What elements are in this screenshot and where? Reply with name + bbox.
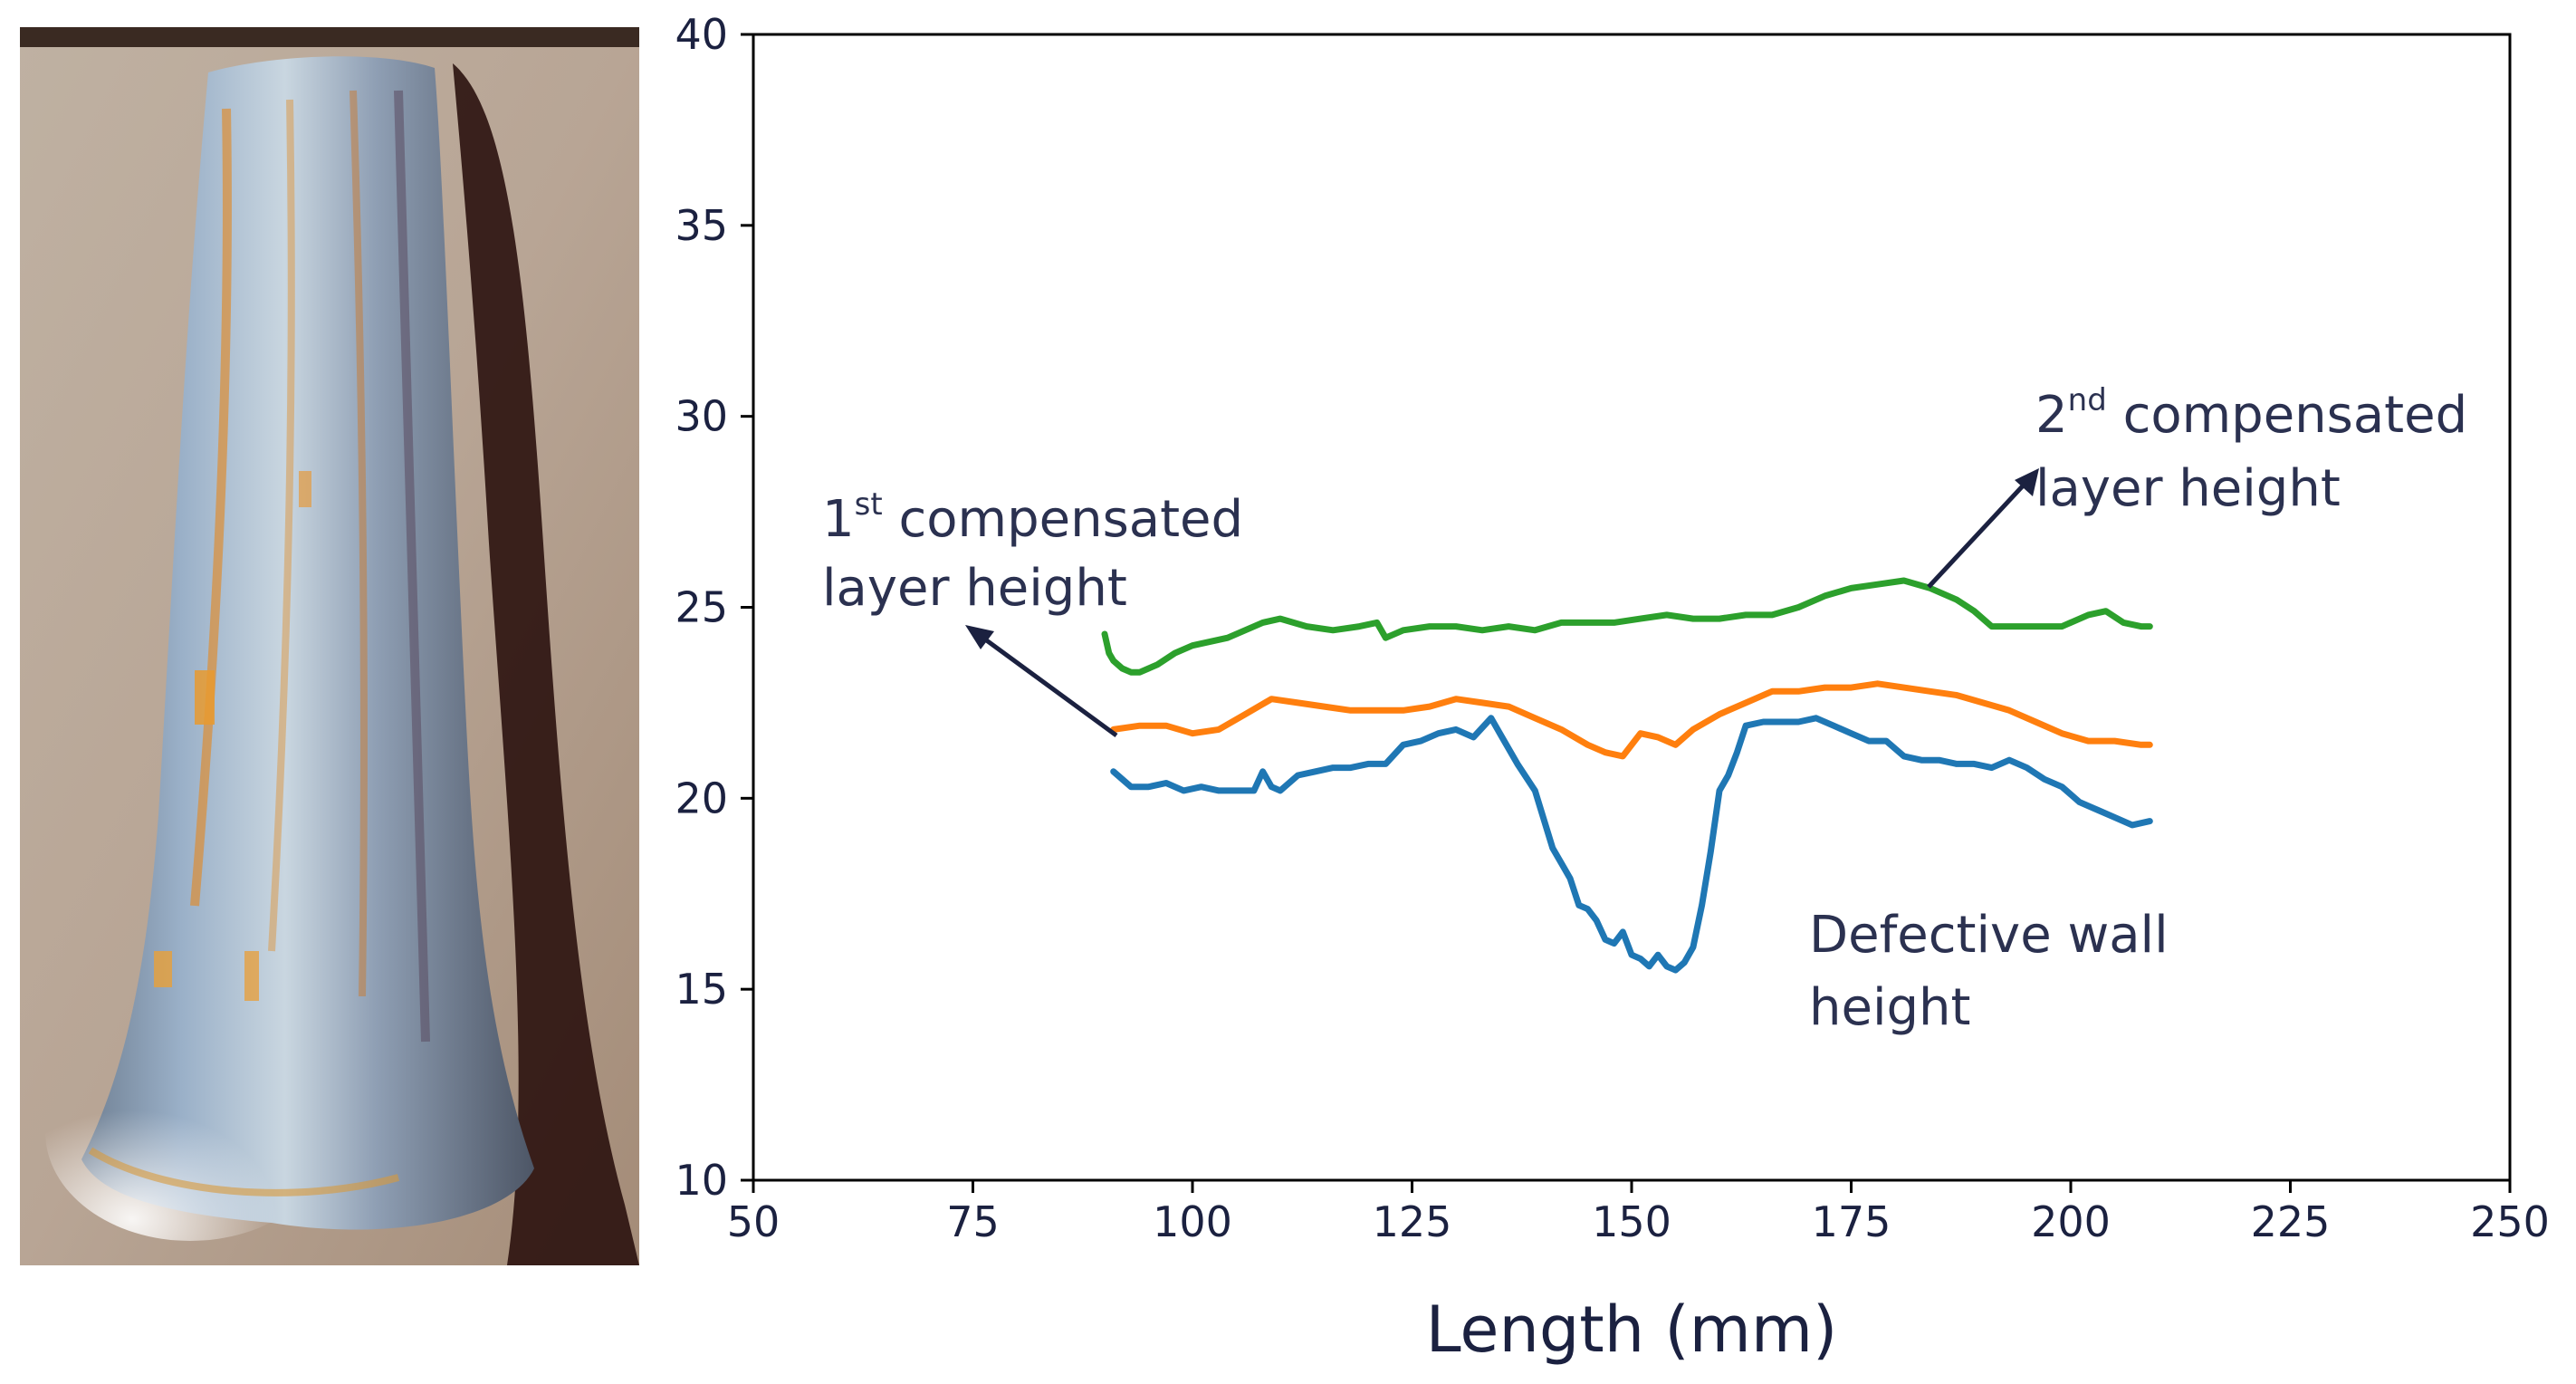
annotation-2nd-arrowhead xyxy=(2015,468,2039,496)
annotation-2nd-sup: nd xyxy=(2068,382,2107,418)
svg-text:1st compensated: 1st compensated xyxy=(822,486,1243,549)
annotation-1st-rest: compensated xyxy=(883,490,1243,549)
x-tick-label: 250 xyxy=(2470,1197,2550,1246)
annotation-2nd-arrow xyxy=(1927,478,2030,589)
y-axis: 10 15 20 25 30 35 40 xyxy=(675,10,753,1205)
y-tick-label: 40 xyxy=(675,10,728,59)
y-tick-label: 35 xyxy=(675,201,728,250)
annotation-1st-line2: layer height xyxy=(822,559,1127,618)
x-tick-label: 50 xyxy=(727,1197,780,1246)
annotation-2nd-compensated: 2nd compensated layer height xyxy=(1927,382,2467,589)
series-layer xyxy=(1101,577,2153,974)
annotation-1st-compensated: 1st compensated layer height xyxy=(822,486,1243,738)
x-tick-label: 225 xyxy=(2251,1197,2331,1246)
x-axis: 50 75 100 125 150 175 200 225 250 xyxy=(727,1180,2550,1246)
annotation-defective-line1: Defective wall xyxy=(1809,906,2169,965)
y-tick-label: 15 xyxy=(675,965,728,1014)
x-tick-label: 125 xyxy=(1373,1197,1452,1246)
series-line-2 xyxy=(1101,577,2153,676)
x-tick-label: 75 xyxy=(946,1197,1000,1246)
annotation-1st-base: 1 xyxy=(822,490,855,549)
annotation-2nd-line2: layer height xyxy=(2035,459,2341,518)
y-tick-label: 25 xyxy=(675,583,728,632)
x-axis-title: Length (mm) xyxy=(1426,1293,1838,1367)
annotation-1st-arrowhead xyxy=(965,625,994,649)
y-tick-label: 20 xyxy=(675,774,728,822)
y-tick-label: 30 xyxy=(675,392,728,441)
x-tick-label: 200 xyxy=(2031,1197,2111,1246)
annotation-2nd-rest: compensated xyxy=(2107,386,2467,445)
x-tick-label: 100 xyxy=(1153,1197,1232,1246)
x-tick-label: 150 xyxy=(1592,1197,1671,1246)
series-line-0 xyxy=(1110,715,2153,974)
annotation-defective-wall: Defective wall height xyxy=(1809,906,2169,1037)
annotation-1st-arrow xyxy=(976,631,1118,738)
svg-text:2nd compensated: 2nd compensated xyxy=(2035,382,2467,445)
annotation-defective-line2: height xyxy=(1809,978,1971,1037)
wall-photo xyxy=(20,27,639,1265)
series-line-1 xyxy=(1110,680,2153,760)
annotation-1st-sup: st xyxy=(855,486,883,523)
annotation-2nd-base: 2 xyxy=(2035,386,2068,445)
x-tick-label: 175 xyxy=(1812,1197,1891,1246)
y-tick-label: 10 xyxy=(675,1156,728,1205)
